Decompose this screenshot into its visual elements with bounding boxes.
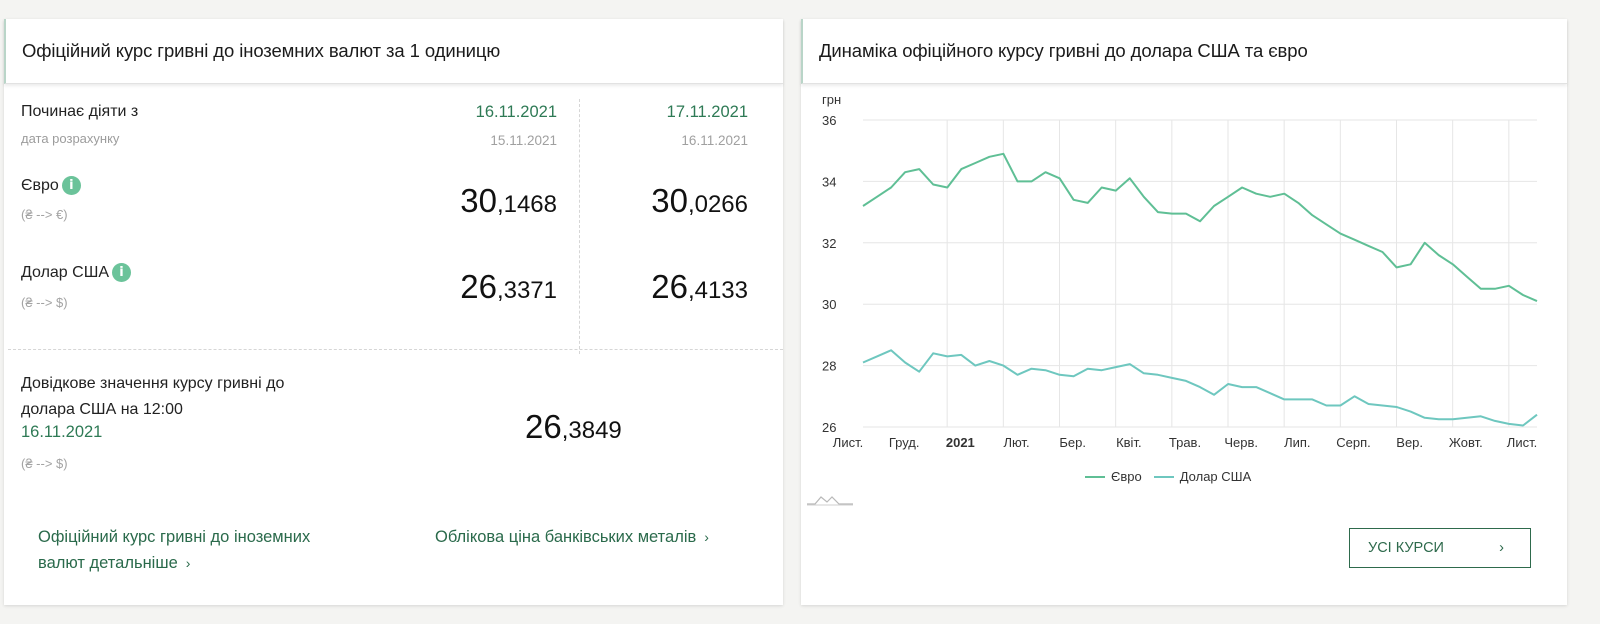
x-tick-label: Серп. xyxy=(1336,435,1371,450)
bank-metals-link[interactable]: Облікова ціна банківських металів › xyxy=(435,524,709,550)
y-tick-label: 30 xyxy=(822,297,836,312)
reference-rate: 26,3849 xyxy=(525,408,622,446)
euro-name: Євро xyxy=(21,177,59,194)
x-tick-label: Лют. xyxy=(1003,435,1029,450)
official-rate-header: Офіційний курс гривні до іноземних валют… xyxy=(4,19,783,84)
series-line-euro[interactable] xyxy=(862,152,1538,303)
official-rate-detail-link[interactable]: Офіційний курс гривні до іноземних валют… xyxy=(38,524,310,576)
chart-series xyxy=(862,152,1538,427)
euro-conversion: (₴ --> €) xyxy=(21,207,68,222)
usd-rate-col1: 26,3371 xyxy=(460,268,557,306)
euro-row-label: Євро i xyxy=(21,176,81,195)
y-tick-label: 36 xyxy=(822,113,836,128)
rate-integer: 26 xyxy=(651,268,688,305)
x-axis: Лист. Груд. 2021 Лют. Бер. Квіт. Трав. Черв. Лип… xyxy=(833,435,1537,450)
legend-label: Євро xyxy=(1111,469,1142,484)
usd-name: Долар США xyxy=(21,264,110,281)
rate-integer: 26 xyxy=(460,268,497,305)
x-tick-label: Груд. xyxy=(889,435,920,450)
x-tick-label: Лист. xyxy=(833,435,863,450)
y-tick-label: 26 xyxy=(822,420,836,435)
legend-item-usd[interactable]: Долар США xyxy=(1153,469,1252,484)
rate-decimal: ,3849 xyxy=(561,417,622,444)
chart-grid xyxy=(863,119,1537,428)
y-axis-label: грн xyxy=(822,92,841,107)
chart-legend: Євро Долар США xyxy=(1085,469,1251,484)
reference-date: 16.11.2021 xyxy=(21,423,103,441)
all-rates-button[interactable]: УСІ КУРСИ › xyxy=(1349,528,1531,568)
rate-line-chart[interactable]: 26 28 30 32 34 36 грн Лист. Груд. 2021 Лют. Бер. Кв… xyxy=(801,89,1567,509)
usd-rate-col2: 26,4133 xyxy=(651,268,748,306)
y-axis: 26 28 30 32 34 36 грн xyxy=(822,92,841,435)
rate-dynamics-header: Динаміка офіційного курсу гривні до дола… xyxy=(801,19,1567,84)
euro-rate-col1: 30,1468 xyxy=(460,182,557,220)
rate-dynamics-panel: Динаміка офіційного курсу гривні до дола… xyxy=(801,19,1567,605)
rate-decimal: ,1468 xyxy=(496,191,557,218)
rate-decimal: ,4133 xyxy=(687,277,748,304)
x-tick-label: Лист. xyxy=(1507,435,1537,450)
rate-decimal: ,3371 xyxy=(496,277,557,304)
chart-navigator-icon[interactable] xyxy=(807,496,853,506)
x-tick-label: Трав. xyxy=(1169,435,1201,450)
y-tick-label: 34 xyxy=(822,174,836,189)
reference-label-line2: долара США на 12:00 xyxy=(21,401,183,418)
rate-integer: 30 xyxy=(460,182,497,219)
rate-dynamics-title: Динаміка офіційного курсу гривні до дола… xyxy=(819,40,1308,61)
col1-calc-date: 15.11.2021 xyxy=(490,133,557,148)
link-text: Облікова ціна банківських металів xyxy=(435,528,697,546)
chevron-right-icon: › xyxy=(704,529,709,545)
usd-row-label: Долар США i xyxy=(21,263,132,282)
column-divider xyxy=(579,99,580,354)
info-icon[interactable]: i xyxy=(61,176,81,195)
rate-integer: 30 xyxy=(651,182,688,219)
chevron-right-icon: › xyxy=(185,555,191,571)
legend-item-euro[interactable]: Євро xyxy=(1085,469,1142,484)
x-tick-label: Жовт. xyxy=(1449,435,1483,450)
reference-conversion: (₴ --> $) xyxy=(21,456,68,471)
chevron-right-icon: › xyxy=(1499,540,1504,556)
x-tick-label: Вер. xyxy=(1396,435,1423,450)
button-label: УСІ КУРСИ xyxy=(1368,540,1444,556)
section-divider xyxy=(8,349,783,350)
series-line-usd[interactable] xyxy=(862,349,1538,427)
reference-label-line1: Довідкове значення курсу гривні до xyxy=(21,375,285,392)
info-icon[interactable]: i xyxy=(112,263,132,282)
effective-from-label: Починає діяти з xyxy=(21,103,139,120)
x-tick-label: Лип. xyxy=(1284,435,1310,450)
link-text-line2: валют детальніше xyxy=(38,554,178,572)
y-tick-label: 28 xyxy=(822,359,836,374)
x-tick-label: Бер. xyxy=(1059,435,1086,450)
official-rate-title: Офіційний курс гривні до іноземних валют… xyxy=(22,40,501,61)
x-tick-label: Черв. xyxy=(1224,435,1258,450)
calc-date-label: дата розрахунку xyxy=(21,131,120,146)
official-rate-panel: Офіційний курс гривні до іноземних валют… xyxy=(4,19,783,605)
col1-effective-date: 16.11.2021 xyxy=(475,103,557,121)
reference-label: Довідкове значення курсу гривні до долар… xyxy=(21,371,284,423)
link-text-line1: Офіційний курс гривні до іноземних xyxy=(38,528,311,546)
x-tick-label: 2021 xyxy=(946,435,975,450)
rate-integer: 26 xyxy=(525,408,562,445)
col2-effective-date: 17.11.2021 xyxy=(666,103,748,121)
col2-calc-date: 16.11.2021 xyxy=(681,133,748,148)
rate-decimal: ,0266 xyxy=(687,191,748,218)
y-tick-label: 32 xyxy=(822,236,836,251)
legend-swatch-euro xyxy=(1085,475,1105,478)
legend-swatch-usd xyxy=(1153,475,1174,478)
euro-rate-col2: 30,0266 xyxy=(651,182,748,220)
x-tick-label: Квіт. xyxy=(1116,435,1142,450)
legend-label: Долар США xyxy=(1179,469,1252,484)
usd-conversion: (₴ --> $) xyxy=(21,295,68,310)
